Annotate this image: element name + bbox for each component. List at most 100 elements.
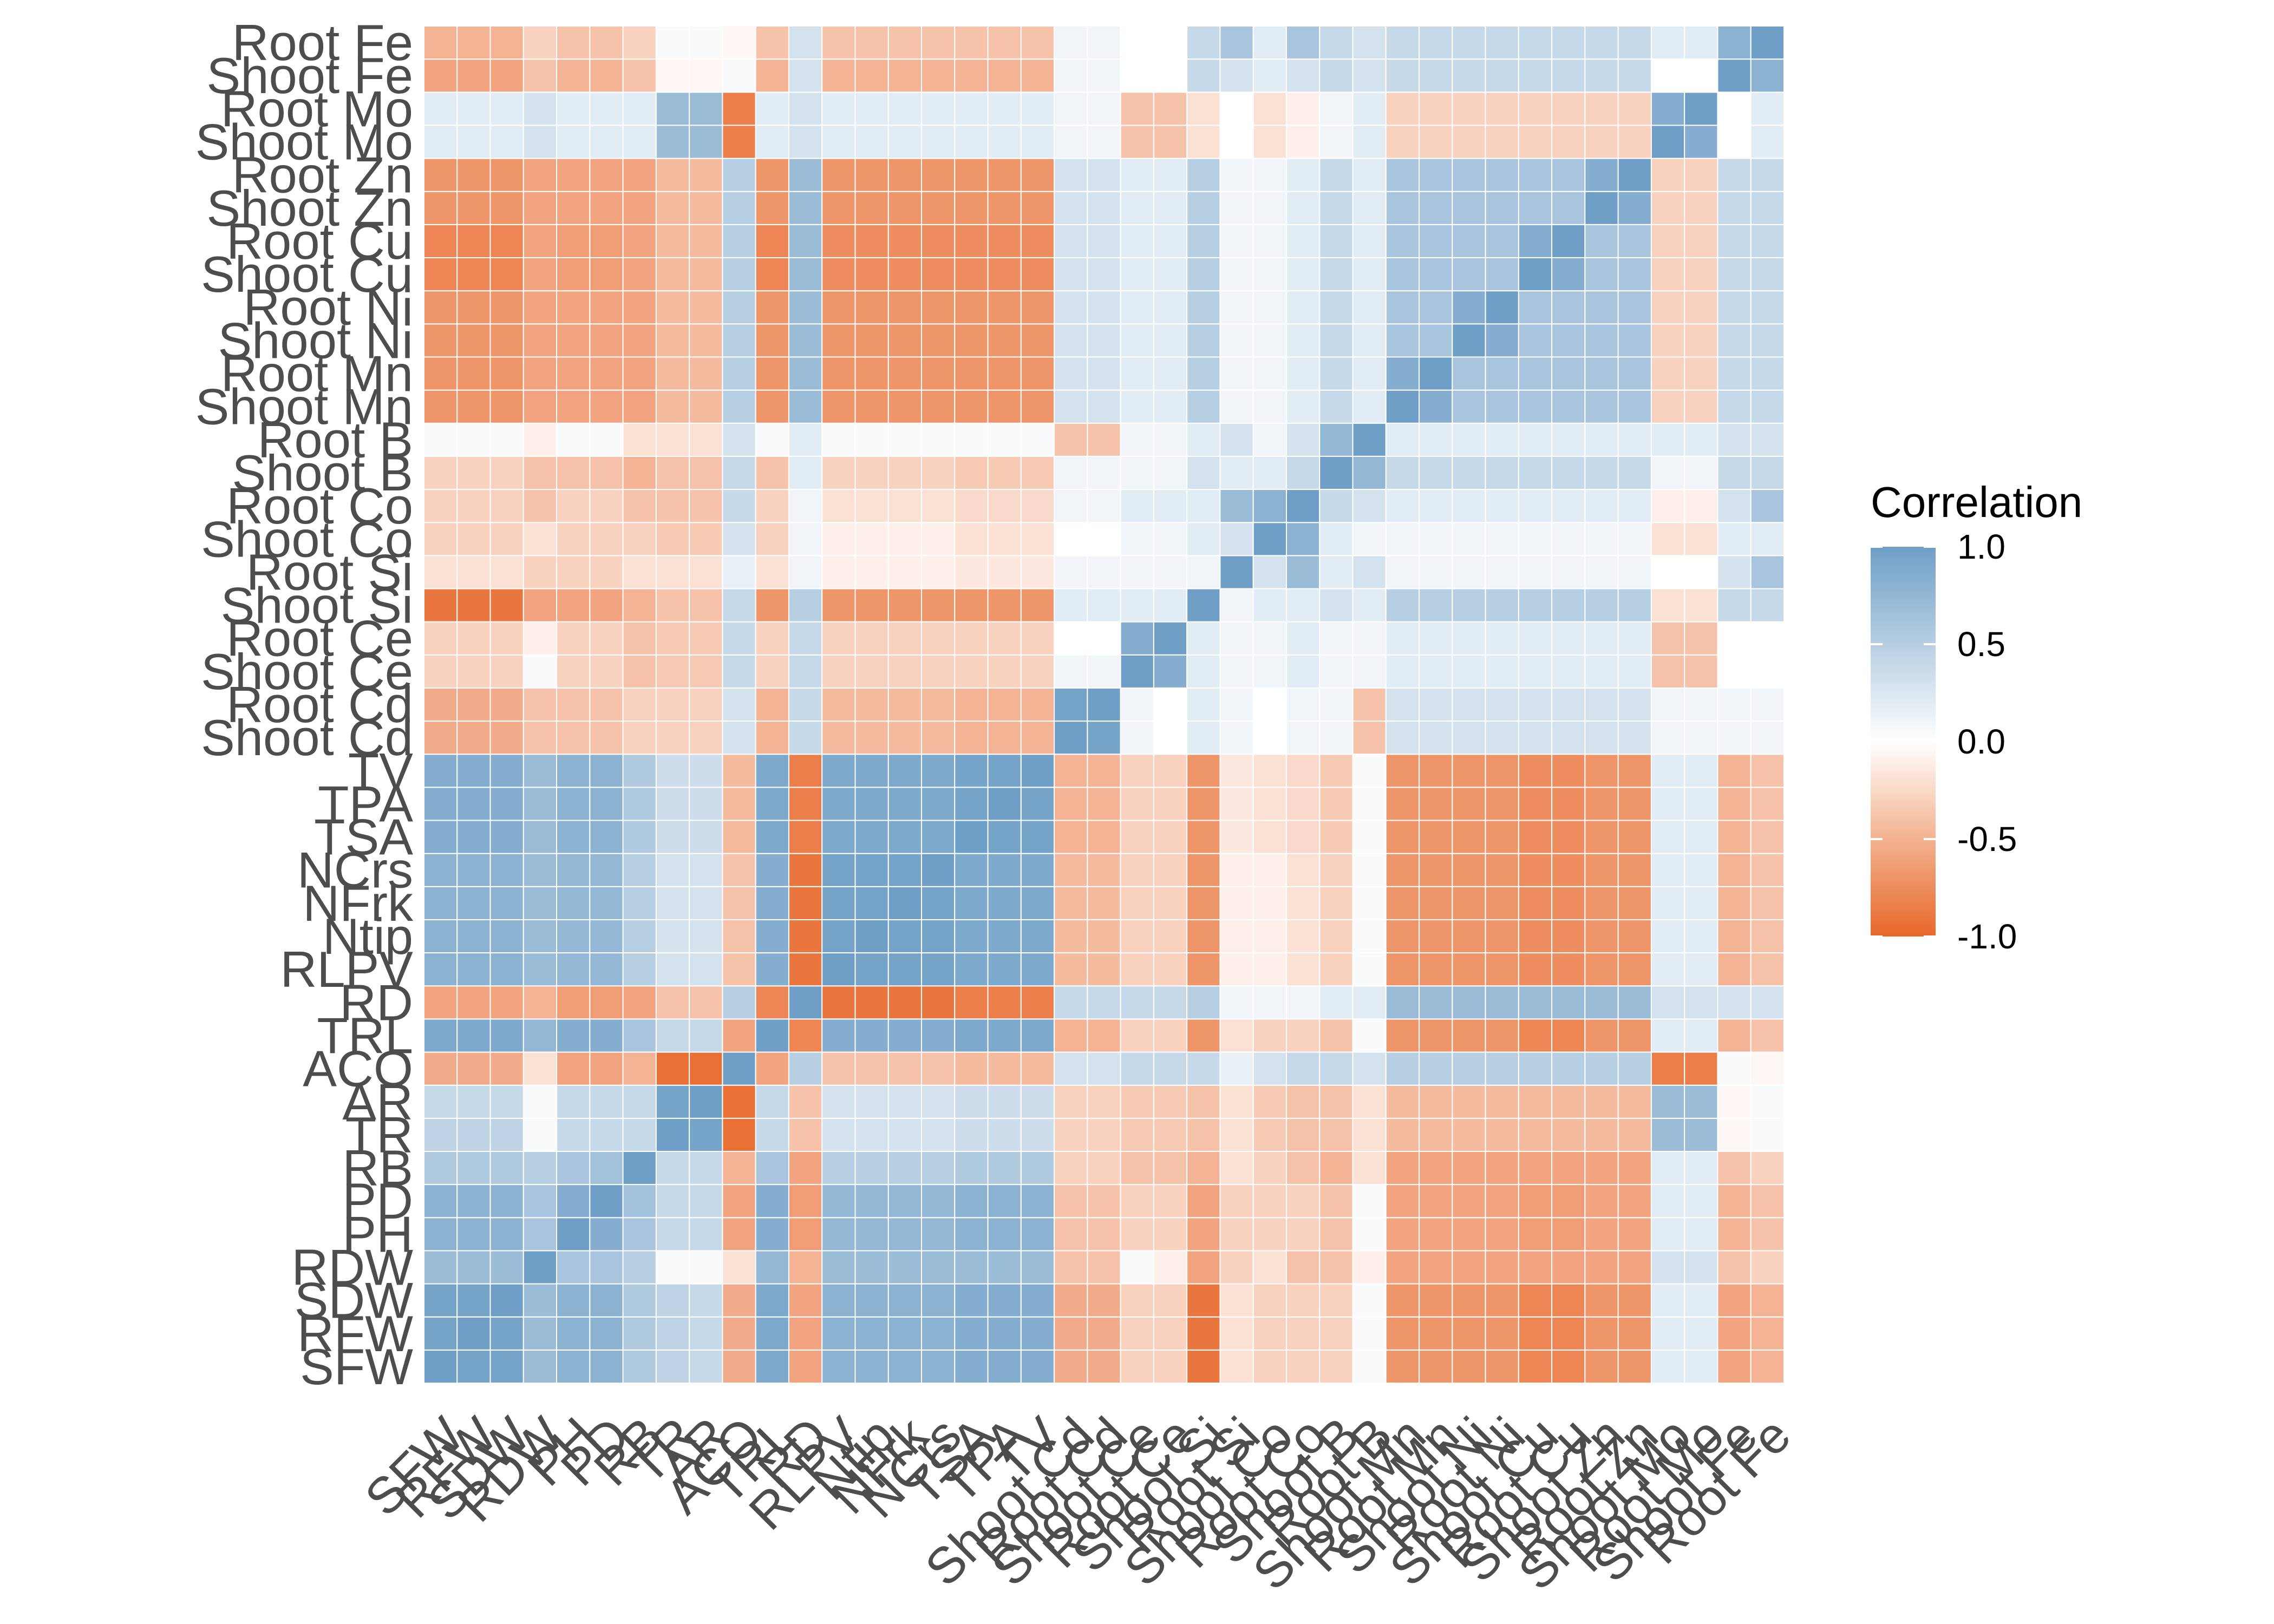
heatmap-cell-root-fe-root-mo (1750, 91, 1785, 126)
heatmap-cell-shoot-mn-ncrs (1385, 853, 1420, 887)
heatmap-cell-tsa-root-mo (954, 91, 989, 126)
heatmap-cell-root-mn-root-cd (1419, 687, 1453, 722)
heatmap-cell-shoot-cu-root-cd (1518, 687, 1553, 722)
heatmap-cell-shoot-ni-trl (1452, 1018, 1486, 1053)
heatmap-cell-shoot-ni-rdw (1452, 1250, 1486, 1285)
heatmap-cell-shoot-co-tpa (1252, 787, 1287, 821)
heatmap-cell-shoot-si-tpa (1186, 787, 1221, 821)
heatmap-cell-ncrs-ph (921, 1217, 956, 1252)
heatmap-cell-tr-tr (655, 1117, 690, 1152)
heatmap-cell-root-co-pd (1285, 1184, 1321, 1219)
heatmap-cell-shoot-co-shoot-co (1252, 522, 1287, 556)
heatmap-cell-root-b-sdw (1352, 1283, 1387, 1318)
heatmap-cell-rfw-sdw (456, 1283, 491, 1318)
heatmap-cell-shoot-cd-ph (1054, 1217, 1088, 1252)
heatmap-cell-pd-ntip (589, 919, 624, 954)
heatmap-cell-rd-shoot-cd (788, 721, 823, 755)
heatmap-cell-ar-nfrk (689, 886, 723, 920)
heatmap-cell-rfw-root-si (456, 555, 491, 590)
heatmap-cell-root-si-tr (1219, 1117, 1254, 1152)
heatmap-cell-aco-root-cu (722, 224, 756, 259)
heatmap-cell-rb-root-cu (622, 224, 657, 259)
heatmap-cell-rd-tr (788, 1117, 823, 1152)
heatmap-cell-pd-shoot-cd (589, 721, 624, 755)
heatmap-cell-shoot-b-shoot-zn (1319, 191, 1354, 225)
heatmap-cell-rd-shoot-si (788, 588, 823, 623)
heatmap-cell-root-b-shoot-ni (1352, 323, 1387, 358)
y-tick-label-aco: ACO (303, 1040, 413, 1097)
heatmap-cell-shoot-zn-rfw (1584, 1316, 1619, 1351)
heatmap-cell-root-zn-root-mo (1617, 91, 1652, 126)
heatmap-cell-sfw-shoot-cu (423, 257, 458, 292)
heatmap-cell-root-co-shoot-ni (1285, 323, 1321, 358)
heatmap-cell-shoot-mo-shoot-cd (1650, 721, 1685, 755)
heatmap-cell-root-ce-shoot-ni (1153, 323, 1188, 358)
heatmap-cell-shoot-mn-ar (1385, 1084, 1420, 1119)
heatmap-cell-shoot-ce-root-co (1120, 489, 1154, 523)
heatmap-cell-shoot-co-rd (1252, 985, 1287, 1020)
heatmap-cell-rb-tv (622, 754, 657, 788)
heatmap-cell-shoot-si-shoot-b (1186, 455, 1221, 490)
heatmap-cell-tsa-tpa (954, 787, 989, 821)
heatmap-cell-shoot-si-root-fe (1186, 25, 1221, 60)
heatmap-cell-trl-root-ce (755, 621, 789, 656)
heatmap-cell-shoot-co-sdw (1252, 1283, 1287, 1318)
heatmap-cell-tpa-root-mo (987, 91, 1022, 126)
heatmap-cell-shoot-mn-rfw (1385, 1316, 1420, 1351)
heatmap-cell-shoot-co-shoot-fe (1252, 58, 1287, 93)
heatmap-cell-root-cd-ncrs (1087, 853, 1121, 887)
heatmap-cell-nfrk-shoot-si (887, 588, 923, 623)
heatmap-cell-shoot-mo-ar (1650, 1084, 1685, 1119)
heatmap-cell-tv-root-mn (1020, 356, 1055, 391)
heatmap-cell-rdw-shoot-zn (522, 191, 558, 225)
heatmap-cell-sdw-aco (489, 1051, 524, 1086)
heatmap-cell-tr-root-fe (655, 25, 690, 60)
heatmap-cell-shoot-ce-root-cd (1120, 687, 1154, 722)
heatmap-cell-shoot-ni-nfrk (1452, 886, 1486, 920)
heatmap-cell-shoot-fe-root-mn (1717, 356, 1752, 391)
heatmap-cell-sdw-rdw (489, 1250, 524, 1285)
heatmap-cell-tr-root-mo (655, 91, 690, 126)
heatmap-cell-ar-root-mn (689, 356, 723, 391)
heatmap-cell-tpa-ar (987, 1084, 1022, 1119)
heatmap-cell-root-ce-ntip (1153, 919, 1188, 954)
heatmap-cell-pd-shoot-si (589, 588, 624, 623)
heatmap-cell-shoot-b-rb (1319, 1150, 1354, 1186)
heatmap-cell-root-mo-shoot-ni (1684, 323, 1718, 358)
heatmap-cell-root-cd-ar (1087, 1084, 1121, 1119)
heatmap-cell-shoot-zn-ncrs (1584, 853, 1619, 887)
heatmap-cell-root-co-tr (1285, 1117, 1321, 1152)
heatmap-cell-shoot-co-shoot-cd (1252, 721, 1287, 755)
heatmap-cell-aco-aco (722, 1051, 756, 1086)
heatmap-cell-shoot-fe-tv (1717, 754, 1752, 788)
heatmap-cell-root-mo-nfrk (1684, 886, 1718, 920)
heatmap-cell-root-cu-sfw (1551, 1349, 1586, 1384)
heatmap-cell-shoot-b-root-cd (1319, 687, 1354, 722)
heatmap-cell-trl-root-cu (755, 224, 789, 259)
heatmap-cell-tr-shoot-ni (655, 323, 690, 358)
heatmap-cell-rdw-shoot-cu (522, 257, 558, 292)
heatmap-cell-sfw-tsa (423, 820, 458, 854)
heatmap-cell-shoot-ni-root-ce (1452, 621, 1486, 656)
heatmap-cell-shoot-ce-tpa (1120, 787, 1154, 821)
heatmap-cell-rlpv-shoot-fe (821, 58, 856, 93)
heatmap-cell-shoot-mo-shoot-co (1650, 522, 1685, 556)
heatmap-cell-sdw-root-zn (489, 158, 524, 192)
heatmap-cell-sdw-rd (489, 985, 524, 1020)
heatmap-cell-root-co-root-mo (1285, 91, 1321, 126)
heatmap-cell-rdw-root-si (522, 555, 558, 590)
heatmap-cell-root-si-root-ni (1219, 290, 1254, 325)
heatmap-cell-shoot-cu-tsa (1518, 820, 1553, 854)
heatmap-cell-sdw-ntip (489, 919, 524, 954)
heatmap-cell-rfw-tpa (456, 787, 491, 821)
heatmap-cell-root-cd-ntip (1087, 919, 1121, 954)
heatmap-cell-root-mn-shoot-mn (1419, 389, 1453, 424)
heatmap-cell-shoot-ni-shoot-co (1452, 522, 1486, 556)
heatmap-cell-nfrk-root-co (887, 489, 923, 523)
heatmap-cell-shoot-si-shoot-cd (1186, 721, 1221, 755)
heatmap-cell-sdw-root-mo (489, 91, 524, 126)
heatmap-cell-shoot-ce-shoot-si (1120, 588, 1154, 623)
y-tick-label-root-mn: Root Mn (221, 345, 413, 402)
heatmap-cell-rb-rd (622, 985, 657, 1020)
heatmap-cell-root-b-root-b (1352, 422, 1387, 457)
